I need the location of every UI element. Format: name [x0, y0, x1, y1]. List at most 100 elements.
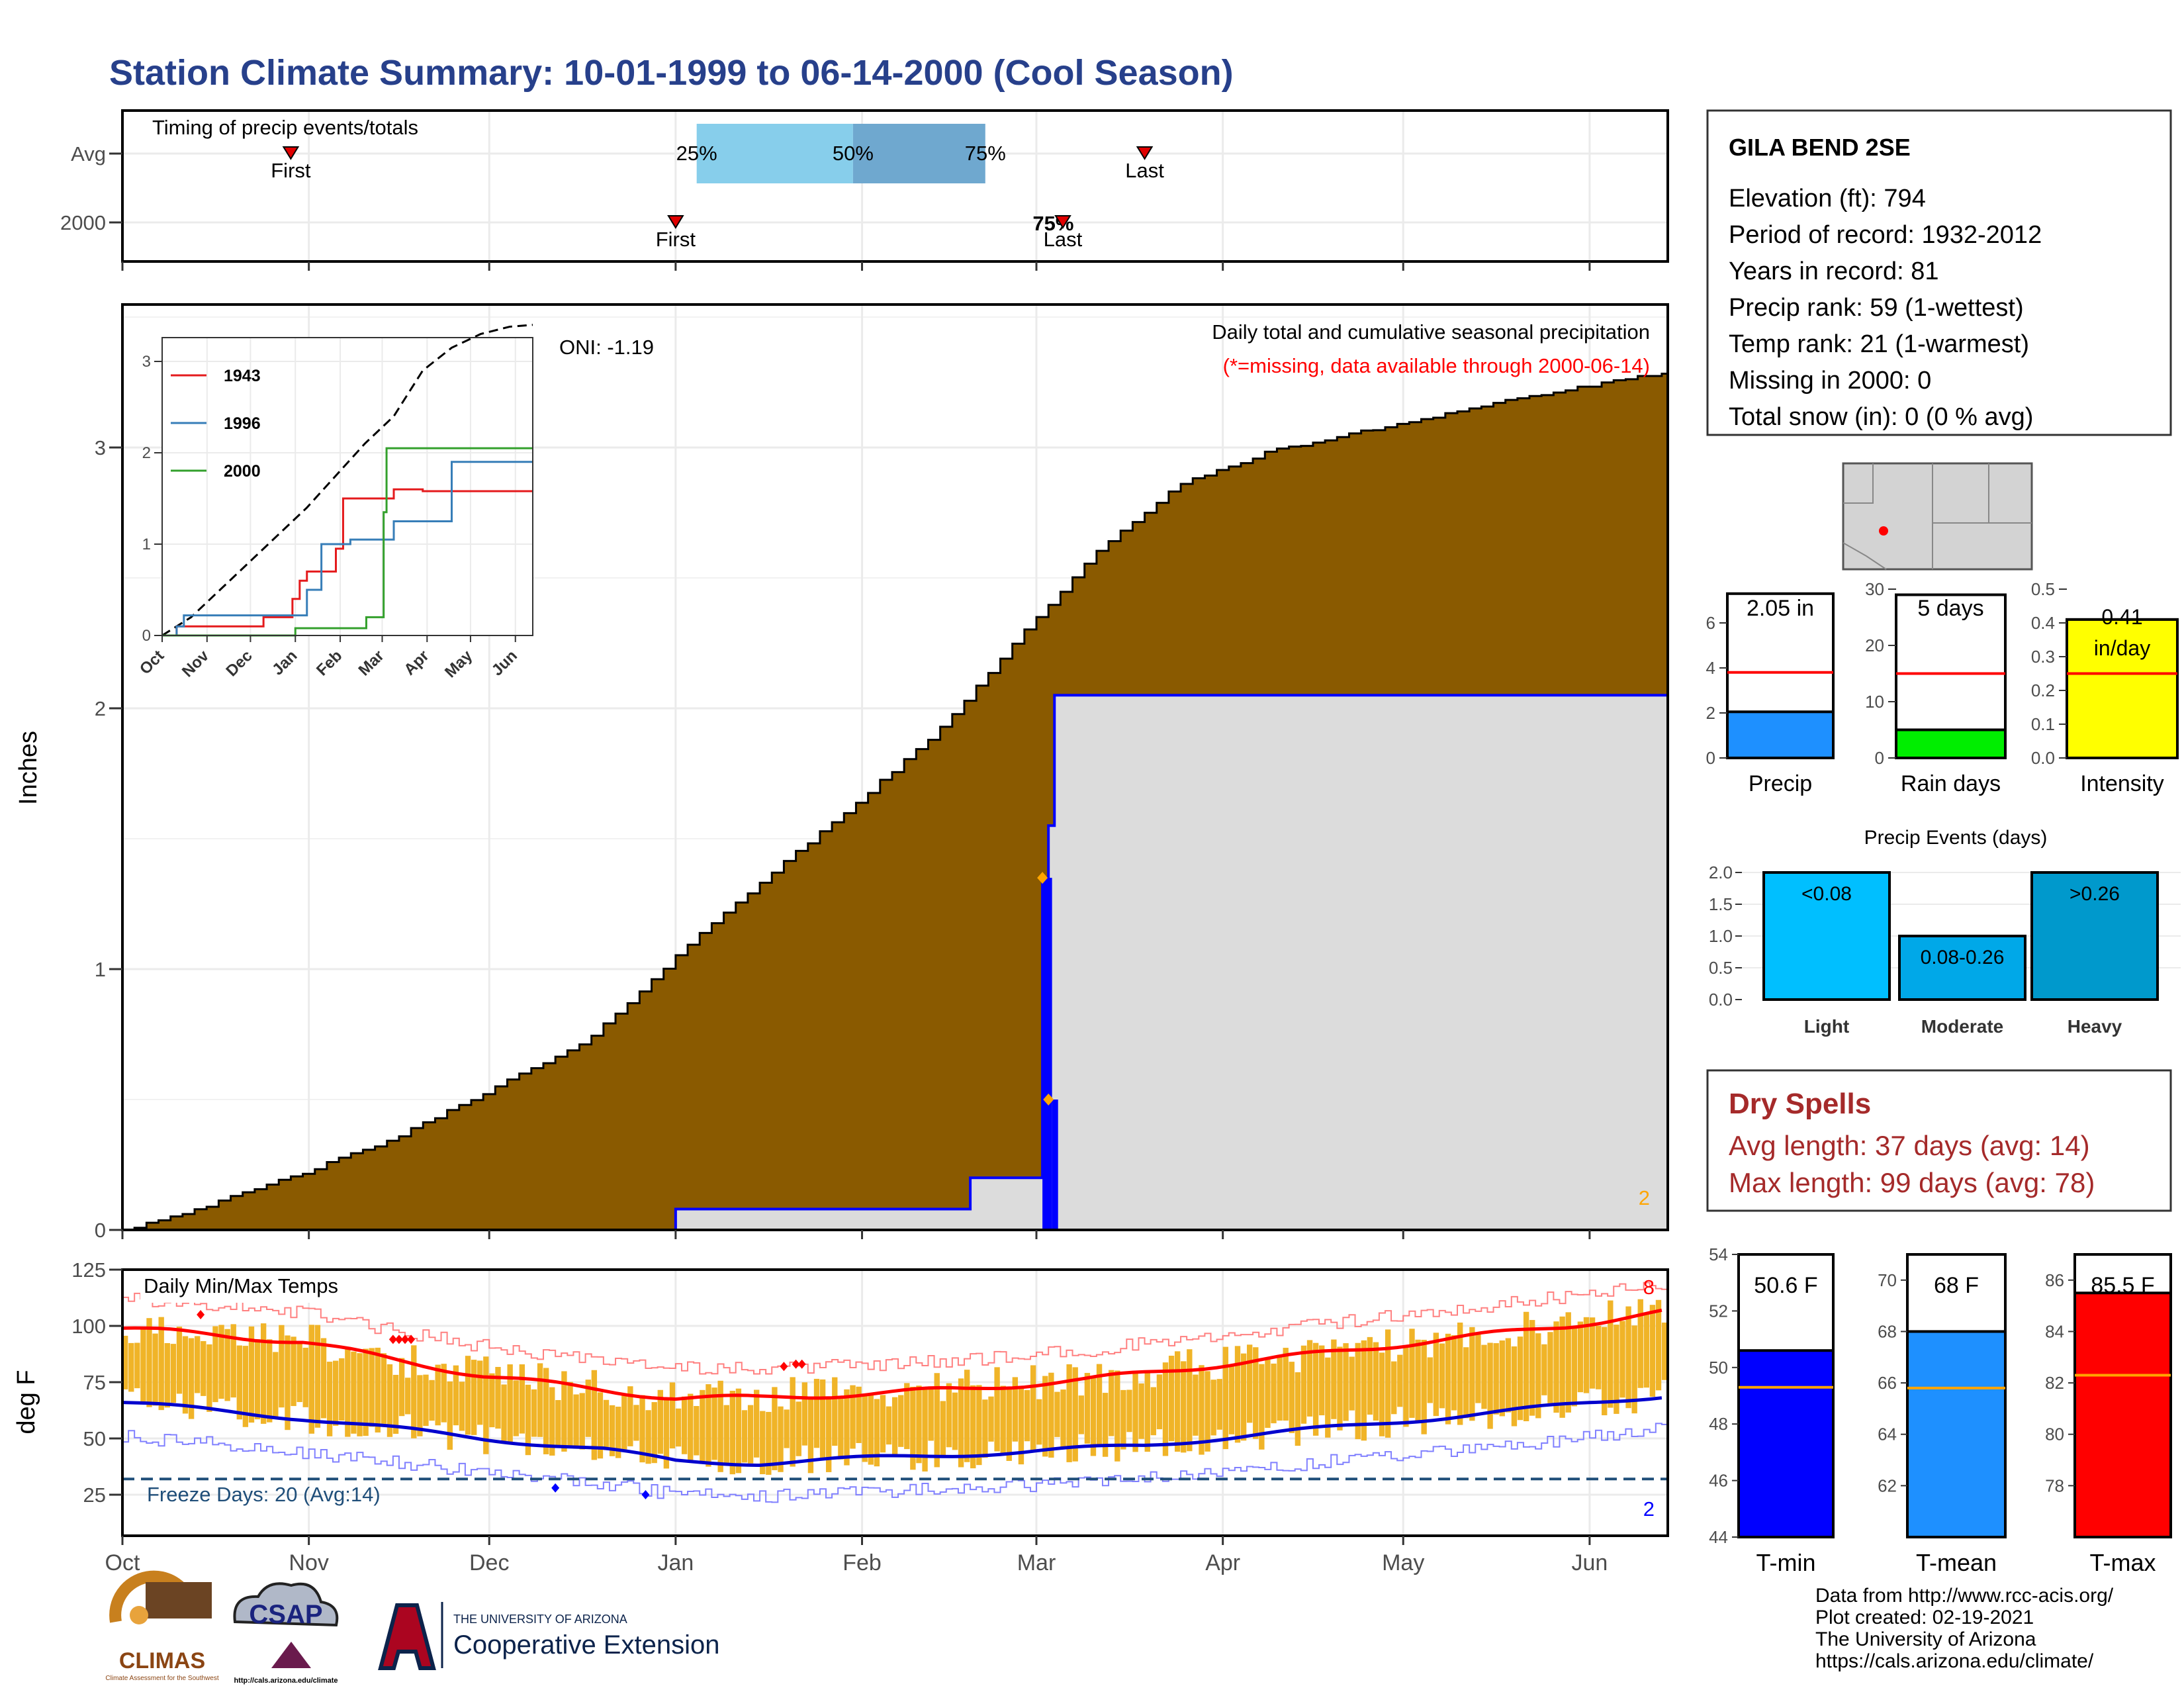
ua-logo-a [378, 1603, 436, 1670]
temp-title: Daily Min/Max Temps [144, 1274, 338, 1297]
inset-frame [161, 337, 533, 636]
mini-bar-xlabel-Rain days: Rain days [1901, 771, 2001, 796]
temp-daily-bar [555, 1400, 561, 1448]
precip-y-axis-label: Inches [15, 731, 42, 805]
temp-daily-bar [1499, 1340, 1505, 1417]
temp-daily-bar [1168, 1356, 1175, 1442]
temp-daily-bar [603, 1399, 610, 1450]
temp-daily-bar [531, 1389, 537, 1437]
temp-daily-bar [952, 1392, 958, 1450]
temp-record-max-line [122, 1282, 1668, 1375]
mini-bar-value-label-Rain days: 5 days [1917, 596, 1983, 621]
timing-frame [121, 109, 1669, 263]
locator-map [1842, 462, 2033, 571]
events-category-Light: Light [1804, 1016, 1849, 1037]
temp-daily-bar [669, 1382, 676, 1449]
events-ytick-label-1: 0.5 [1709, 958, 1733, 978]
temp-daily-bar [1181, 1361, 1187, 1453]
temp-daily-bar [1138, 1383, 1144, 1439]
temp-daily-bar [700, 1389, 705, 1462]
locator-map-state-lines [1932, 463, 2032, 569]
temp-daily-bar [152, 1333, 158, 1406]
temp-daily-bar [1060, 1389, 1066, 1448]
temp-daily-bar [1571, 1327, 1577, 1407]
temp-daily-bar [1661, 1322, 1668, 1380]
events-title: Precip Events (days) [1864, 827, 2048, 849]
events-bar-Moderate [1898, 935, 2026, 1001]
climas-logo-subtext: Climate Assessment for the Southwest [105, 1675, 218, 1682]
csap-logo-text: CSAP [249, 1600, 322, 1629]
temp-daily-bar [856, 1386, 862, 1443]
temp-daily-bar [1253, 1347, 1259, 1439]
temp-daily-bar [898, 1395, 904, 1447]
temp-bar-ytick-label-T-mean-1: 64 [1878, 1425, 1897, 1444]
temp-title-bg [140, 1270, 392, 1303]
temp-daily-bar [1156, 1374, 1163, 1430]
temp-daily-bar [417, 1375, 423, 1436]
temp-daily-bar [1553, 1321, 1559, 1413]
temp-daily-bar [345, 1346, 351, 1437]
temp-ytick-label-0: 25 [83, 1483, 106, 1507]
temp-daily-bar [723, 1405, 729, 1466]
temp-ytick-label-4: 125 [71, 1258, 106, 1282]
temp-daily-bar [609, 1405, 615, 1456]
temp-daily-bar [459, 1382, 465, 1431]
x-axis-month-label-Feb: Feb [842, 1550, 882, 1575]
inset-ytick-label-3: 3 [142, 353, 151, 371]
precip-missing-note: (*=missing, data available through 2000-… [1223, 354, 1650, 377]
temp-daily-bar [946, 1383, 952, 1448]
mini-bar-ytick-label-Intensity-2: 0.2 [2031, 680, 2055, 700]
temp-daily-bar [242, 1346, 249, 1427]
temp-daily-bar [525, 1384, 531, 1456]
temp-daily-bar [1115, 1370, 1120, 1462]
x-axis-month-label-May: May [1382, 1550, 1424, 1575]
temp-daily-bar [778, 1406, 784, 1472]
temp-daily-bar [645, 1410, 651, 1464]
station-info-line-4: Temp rank: 21 (1-warmest) [1729, 330, 2029, 358]
temp-daily-bar [1240, 1353, 1247, 1441]
temp-ytick-label-3: 100 [71, 1315, 106, 1338]
temp-daily-bar [1265, 1359, 1271, 1429]
temp-daily-bar [285, 1335, 291, 1430]
temp-daily-bar [267, 1339, 273, 1423]
temp-record-high-marker-6 [792, 1359, 800, 1369]
temp-daily-bar [170, 1344, 177, 1403]
inset-series-line-1996 [162, 461, 533, 637]
precip-subtitle: Daily total and cumulative seasonal prec… [1212, 320, 1650, 344]
temp-daily-bar [735, 1388, 742, 1474]
timing-avg-first-label: First [271, 159, 311, 182]
temp-daily-bar [1493, 1343, 1499, 1415]
temp-daily-bar [826, 1396, 832, 1472]
temp-daily-bar [218, 1325, 224, 1399]
temp-daily-bar [1054, 1391, 1060, 1437]
timing-2000-last-label: Last [1044, 228, 1083, 251]
temp-daily-bar [1084, 1373, 1091, 1444]
temp-daily-bar [1649, 1305, 1656, 1397]
temp-daily-bar [1487, 1342, 1493, 1429]
temp-daily-bar [796, 1401, 801, 1456]
temp-daily-bar [958, 1378, 964, 1468]
temp-daily-bar [1391, 1361, 1397, 1415]
timing-label-75: 75% [965, 142, 1006, 165]
temp-daily-bar [1529, 1320, 1535, 1416]
temp-daily-bar [988, 1396, 994, 1442]
temp-record-high-marker-0 [197, 1310, 205, 1319]
temp-daily-bar [387, 1364, 393, 1437]
temp-daily-bar [363, 1348, 369, 1436]
precip-frame [121, 303, 1669, 1231]
mini-bar-ytick-label-Precip-1: 2 [1706, 703, 1715, 723]
timing-2000-first-marker [667, 215, 684, 229]
temp-daily-bar [1625, 1306, 1631, 1409]
temp-daily-bar [164, 1342, 170, 1408]
mini-bar-ytick-label-Rain days-2: 20 [1865, 635, 1884, 655]
temp-daily-bar [651, 1402, 657, 1464]
temp-daily-bar [314, 1325, 321, 1428]
timing-2000-first-label: First [656, 228, 696, 251]
events-bar-Light [1762, 871, 1891, 1001]
temp-daily-bar [976, 1385, 982, 1466]
temp-daily-bar [188, 1338, 195, 1419]
temp-daily-bar [928, 1386, 934, 1441]
temp-daily-bar [302, 1347, 308, 1407]
temp-daily-bar [729, 1390, 736, 1475]
